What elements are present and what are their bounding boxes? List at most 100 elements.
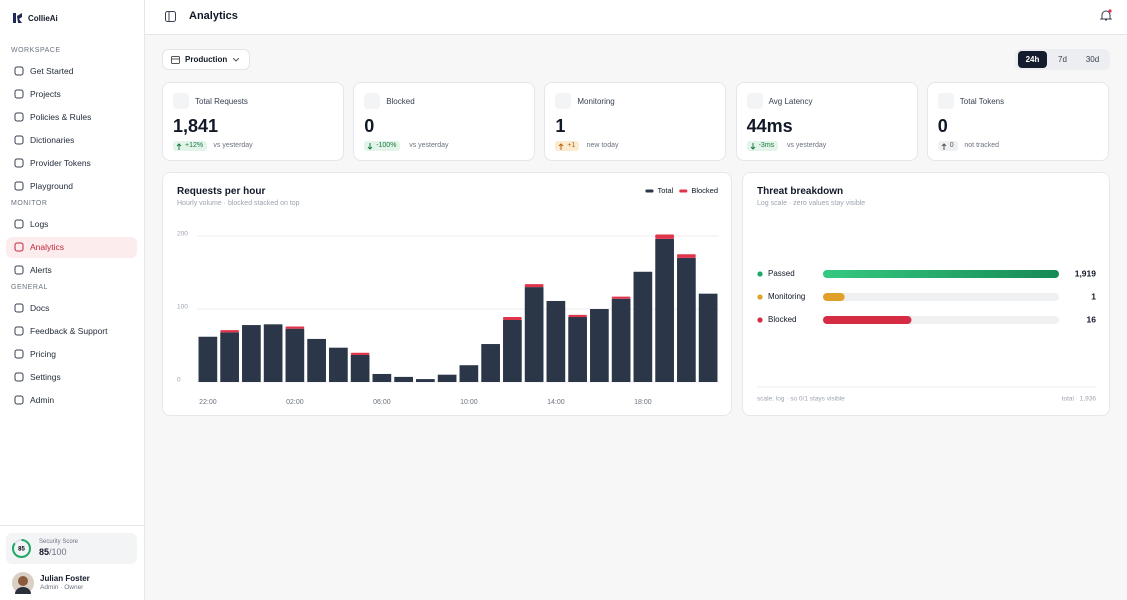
- page-title: Analytics: [189, 10, 238, 22]
- bar-segment: [198, 336, 218, 382]
- stat-card: Blocked 0 -100% vs yesterday: [353, 82, 536, 161]
- chart-subtitle: Log scale · zero values stay visible: [757, 200, 866, 207]
- category-label: Passed: [768, 269, 795, 278]
- stat-icon: [173, 93, 189, 109]
- nav-icon: [14, 372, 24, 382]
- bar-segment: [285, 326, 305, 329]
- stat-icon: [937, 93, 954, 109]
- bar-segment: [590, 309, 609, 382]
- bar-segment: [568, 314, 587, 318]
- stat-note: new today: [586, 142, 619, 149]
- nav-section-title: GENERAL: [11, 284, 48, 291]
- bar-segment: [329, 347, 348, 382]
- stat-delta: 0: [937, 141, 958, 151]
- nav-item[interactable]: Policies & Rules: [6, 107, 137, 128]
- score: 85: [39, 547, 50, 557]
- nav-icon: [14, 395, 24, 405]
- nav-item[interactable]: Dictionaries: [6, 130, 137, 151]
- nav-icon: [14, 326, 24, 336]
- chart-title: Threat breakdown: [757, 186, 844, 197]
- stat-note: vs yesterday: [213, 142, 253, 149]
- legend-dot: [757, 271, 763, 277]
- security-label: Security Score: [39, 539, 79, 545]
- arrow: [367, 142, 373, 150]
- stat-value: 1,841: [173, 116, 219, 136]
- stat-icon: [555, 93, 572, 109]
- stat-delta: -100%: [364, 141, 401, 151]
- legend-dot: [757, 317, 763, 323]
- stat-value: 0: [364, 116, 375, 136]
- nav-icon: [14, 265, 24, 275]
- bar-segment: [459, 365, 479, 382]
- stat-value: 1: [555, 116, 566, 136]
- range-option[interactable]: 7d: [1058, 55, 1067, 64]
- x-tick-label: 14:00: [547, 399, 565, 406]
- chart-subtitle: Hourly volume · blocked stacked on top: [177, 200, 300, 207]
- stat-note: not tracked: [964, 142, 1000, 149]
- bar-segment: [285, 328, 305, 382]
- y-tick-label: 100: [177, 304, 188, 311]
- icon-shape: [14, 181, 24, 191]
- x-tick-label: 02:00: [286, 399, 304, 406]
- footer-right: total · 1,936: [1062, 396, 1097, 403]
- bar-segment: [633, 271, 653, 382]
- nav-item[interactable]: Analytics: [6, 237, 137, 258]
- stat-label: Monitoring: [577, 97, 615, 106]
- bar: [823, 316, 912, 324]
- x-tick-label: 10:00: [460, 399, 478, 406]
- icon-shape: [14, 349, 24, 359]
- nav-item[interactable]: Projects: [6, 84, 137, 105]
- bar-segment: [503, 317, 522, 320]
- bar-segment: [350, 354, 370, 382]
- hbar-chart: Passed 1,919 Monitoring 1 Blocked 16 scale: lo…: [757, 268, 1097, 403]
- nav-item[interactable]: Pricing: [6, 344, 137, 365]
- nav-item[interactable]: Settings: [6, 367, 137, 388]
- stat-icon: [746, 93, 763, 109]
- nav-item[interactable]: Feedback & Support: [6, 321, 137, 342]
- stat-icon: [364, 93, 381, 109]
- nav-icon: [14, 135, 24, 145]
- category-label: Monitoring: [768, 292, 805, 301]
- nav-section-title: MONITOR: [11, 200, 48, 207]
- range-option[interactable]: 24h: [1018, 51, 1047, 68]
- score-ring-label: 85: [18, 547, 25, 553]
- nav-item[interactable]: Docs: [6, 298, 137, 319]
- stat-label: Total Requests: [195, 97, 248, 106]
- nav-item[interactable]: Provider Tokens: [6, 153, 137, 174]
- user-name: Julian Foster: [40, 574, 90, 583]
- nav-icon: [14, 303, 24, 313]
- range-option[interactable]: 30d: [1085, 55, 1100, 64]
- nav-item[interactable]: Logs: [6, 214, 137, 235]
- delta-arrow: [367, 142, 373, 150]
- stat-delta: -3ms: [746, 141, 779, 151]
- environment-select[interactable]: Production: [162, 49, 250, 70]
- range-toggle: 24h 7d 30d: [1015, 49, 1110, 70]
- bar-segment: [220, 330, 239, 333]
- stat-delta: +12%: [173, 141, 208, 151]
- bar-segment: [611, 298, 631, 382]
- stat-label: Blocked: [386, 97, 415, 106]
- icon-shape: [14, 242, 24, 252]
- nav-item[interactable]: Get Started: [6, 61, 137, 82]
- value-label: 1: [1091, 291, 1096, 301]
- icon-shape: [14, 219, 24, 229]
- nav-item[interactable]: Alerts: [6, 260, 137, 281]
- stat-note: vs yesterday: [409, 142, 449, 149]
- bar-segment: [677, 257, 696, 382]
- security-score: 85/100: [39, 547, 67, 557]
- sidebar: CollieAi WORKSPACE Get Started Projects Pol…: [0, 0, 145, 600]
- delta-arrow: [176, 142, 182, 150]
- x-tick-label: 18:00: [634, 399, 652, 406]
- notifications[interactable]: [1100, 9, 1112, 22]
- legend-dot: [757, 294, 763, 300]
- sidebar-toggle[interactable]: [165, 11, 176, 22]
- stat-card: Avg Latency 44ms -3ms vs yesterday: [735, 82, 918, 161]
- icon-shape: [14, 372, 24, 382]
- y-tick-label: 200: [177, 231, 188, 238]
- icon-shape: [14, 303, 24, 313]
- nav-icon: [14, 112, 24, 122]
- footer-left: scale: log · so 0/1 stays visible: [757, 396, 845, 403]
- nav-item[interactable]: Playground: [6, 176, 137, 197]
- icon-shape: [14, 326, 24, 336]
- nav-item[interactable]: Admin: [6, 390, 137, 411]
